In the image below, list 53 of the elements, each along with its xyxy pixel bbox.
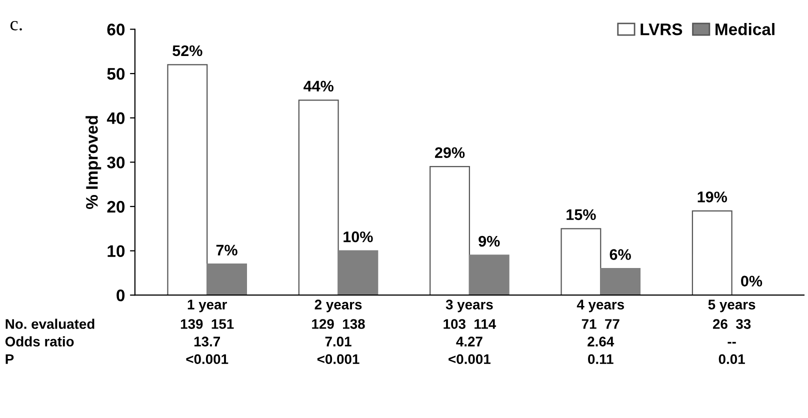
- bar: [430, 166, 470, 296]
- y-tick-label: 40: [106, 112, 125, 124]
- text: Odds ratio: [5, 336, 74, 346]
- legend-label: LVRS: [640, 23, 682, 36]
- y-axis-title: % Improved: [86, 116, 102, 209]
- text: <0.001: [448, 354, 490, 364]
- text: 71 77: [582, 319, 620, 329]
- text: 0.01: [718, 354, 745, 364]
- text: <0.001: [186, 354, 228, 364]
- data-label: 7%: [216, 244, 238, 256]
- bar: [298, 100, 339, 296]
- data-label: 19%: [698, 192, 728, 202]
- data-label: 10%: [344, 231, 373, 242]
- text: --: [728, 342, 736, 344]
- y-tick-label: 50: [107, 68, 125, 80]
- text: No. evaluated: [6, 318, 94, 329]
- bar: [167, 64, 208, 296]
- text: 2.64: [588, 336, 614, 346]
- legend-label: Medical: [716, 22, 774, 36]
- x-tick-label: 4 years: [576, 300, 624, 312]
- y-tick-label: 10: [108, 245, 125, 258]
- text: 103 114: [444, 319, 496, 329]
- bar: [468, 254, 510, 296]
- data-label: 29%: [435, 147, 465, 158]
- x-tick-label: 5 years: [708, 300, 756, 312]
- data-label: 6%: [610, 249, 631, 260]
- x-tick-label: 1 year: [188, 300, 227, 312]
- data-label: 44%: [304, 80, 334, 92]
- bar: [206, 264, 247, 296]
- text: 13.7: [194, 336, 220, 347]
- bar: [692, 210, 732, 296]
- text: c.: [10, 21, 22, 30]
- text: 139 151: [180, 319, 234, 329]
- y-tick-label: 30: [107, 156, 125, 168]
- text: 4.27: [456, 336, 482, 346]
- text: P: [6, 354, 14, 364]
- data-label: 15%: [566, 209, 596, 220]
- text: <0.001: [317, 354, 360, 364]
- y-tick-label: 20: [107, 200, 125, 213]
- x-tick-label: 2 years: [314, 300, 362, 312]
- y-tick-label: 0: [116, 290, 125, 302]
- bar: [600, 268, 641, 296]
- data-label: 9%: [478, 236, 500, 247]
- text: 0.11: [588, 354, 614, 364]
- text: 129 138: [312, 319, 365, 329]
- data-label: 0%: [741, 276, 762, 287]
- data-label: 52%: [172, 45, 202, 56]
- bar: [338, 250, 378, 296]
- bar: [560, 228, 602, 296]
- y-tick-label: 60: [107, 24, 125, 36]
- text: 26 33: [712, 319, 751, 329]
- text: 7.01: [325, 336, 352, 346]
- x-tick-label: 3 years: [446, 300, 493, 312]
